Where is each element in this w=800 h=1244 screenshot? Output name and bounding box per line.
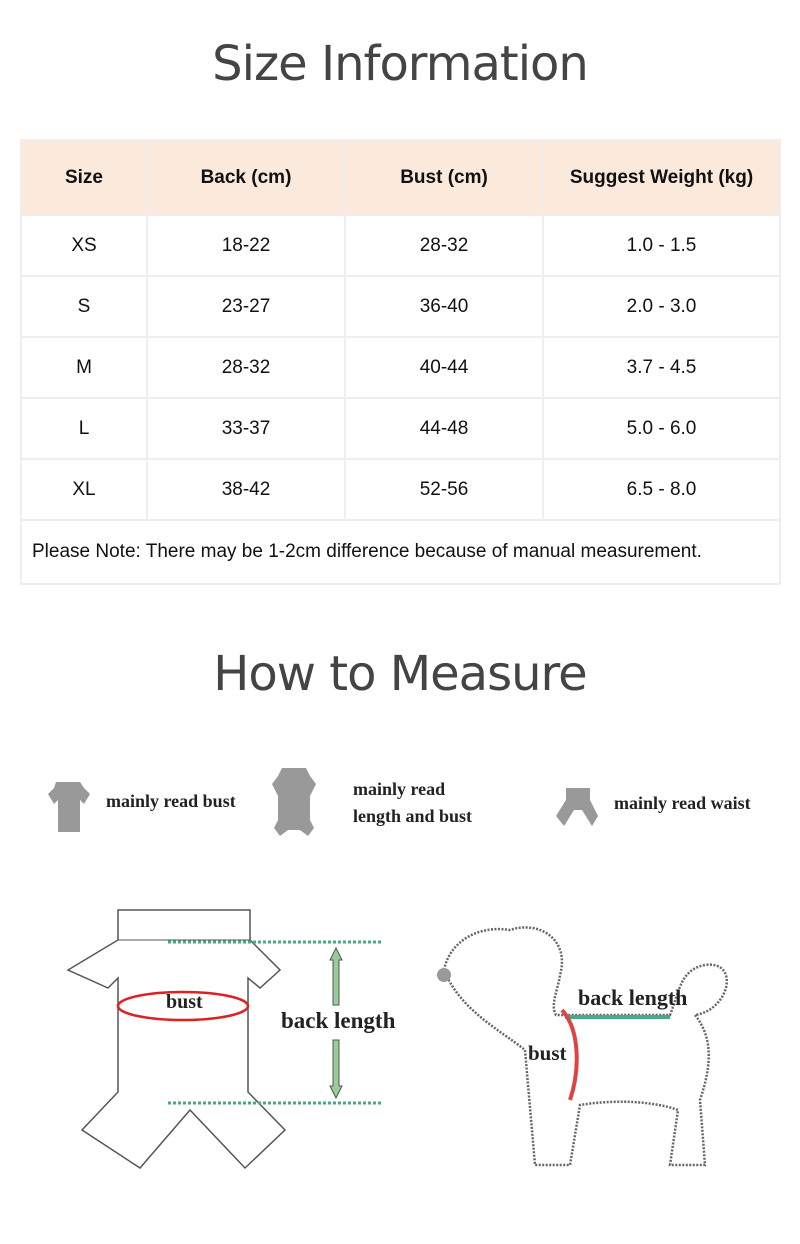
measurement-note: Please Note: There may be 1-2cm differen… [20, 519, 781, 585]
bust-cell: 40-44 [344, 336, 544, 399]
size-info-title: Size Information [212, 36, 589, 92]
back-cell: 18-22 [146, 214, 346, 277]
table-row: M 28-32 40-44 3.7 - 4.5 [20, 336, 781, 399]
size-cell: M [20, 336, 148, 399]
header-weight: Suggest Weight (kg) [542, 139, 781, 216]
back-cell: 33-37 [146, 397, 346, 460]
short-shirt-icon [48, 782, 90, 832]
dog-diagram: back length bust [437, 926, 729, 1167]
header-bust: Bust (cm) [344, 139, 544, 216]
header-back: Back (cm) [146, 139, 346, 216]
size-cell: S [20, 275, 148, 338]
weight-cell: 1.0 - 1.5 [542, 214, 781, 277]
weight-cell: 3.7 - 4.5 [542, 336, 781, 399]
table-row: XL 38-42 52-56 6.5 - 8.0 [20, 458, 781, 521]
table-row: L 33-37 44-48 5.0 - 6.0 [20, 397, 781, 460]
legend-bust: mainly read bust [106, 791, 236, 811]
bust-cell: 36-40 [344, 275, 544, 338]
size-table: Size Back (cm) Bust (cm) Suggest Weight … [20, 139, 781, 585]
garment-diagram: bust back length [66, 909, 396, 1170]
weight-cell: 6.5 - 8.0 [542, 458, 781, 521]
legend-waist: mainly read waist [614, 793, 751, 813]
table-row: S 23-27 36-40 2.0 - 3.0 [20, 275, 781, 338]
garment-bust-label: bust [166, 991, 203, 1013]
dog-bust-label: bust [528, 1041, 567, 1065]
table-row: XS 18-22 28-32 1.0 - 1.5 [20, 214, 781, 277]
bust-cell: 28-32 [344, 214, 544, 277]
back-cell: 23-27 [146, 275, 346, 338]
bust-cell: 52-56 [344, 458, 544, 521]
how-to-measure-title: How to Measure [213, 646, 587, 702]
header-size: Size [20, 139, 148, 216]
pants-icon [556, 788, 598, 826]
weight-cell: 2.0 - 3.0 [542, 275, 781, 338]
size-cell: L [20, 397, 148, 460]
dog-back-length-label: back length [578, 985, 687, 1010]
bust-cell: 44-48 [344, 397, 544, 460]
back-cell: 28-32 [146, 336, 346, 399]
size-cell: XS [20, 214, 148, 277]
back-cell: 38-42 [146, 458, 346, 521]
size-cell: XL [20, 458, 148, 521]
garment-back-length-label: back length [281, 1008, 396, 1033]
legend-length-bust: mainly read length and bust [353, 779, 473, 826]
table-header-row: Size Back (cm) Bust (cm) Suggest Weight … [20, 139, 781, 216]
weight-cell: 5.0 - 6.0 [542, 397, 781, 460]
full-suit-icon [272, 768, 316, 836]
